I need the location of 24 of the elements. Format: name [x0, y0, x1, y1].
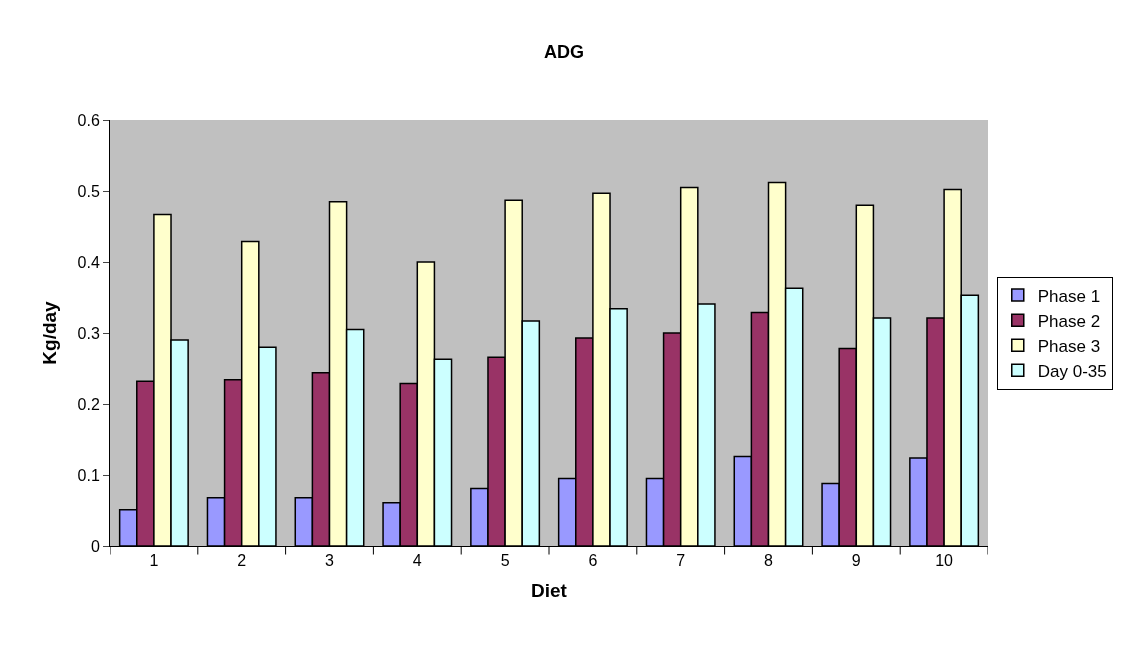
- y-tick-label: 0.4: [77, 253, 100, 271]
- y-tick-label: 0.3: [77, 324, 100, 342]
- x-tick-label: 10: [935, 552, 954, 570]
- legend-label: Phase 1: [1037, 286, 1101, 306]
- x-tick-label: 2: [237, 552, 247, 570]
- x-axis-title: Diet: [531, 580, 568, 601]
- x-tick-label: 8: [764, 552, 774, 570]
- y-tick-label: 0.2: [77, 395, 100, 413]
- x-tick-label: 6: [588, 552, 598, 570]
- y-tick-label: 0.5: [77, 182, 100, 200]
- x-tick-label: 3: [325, 552, 335, 570]
- x-tick-label: 4: [412, 552, 422, 570]
- chart-title: ADG: [544, 41, 584, 62]
- x-tick-label: 5: [500, 552, 510, 570]
- x-tick-label: 9: [851, 552, 861, 570]
- legend-label: Day 0-35: [1037, 361, 1107, 381]
- x-tick-label: 1: [149, 552, 159, 570]
- x-tick-label: 7: [676, 552, 686, 570]
- legend-label: Phase 3: [1037, 336, 1101, 356]
- y-tick-label: 0.1: [77, 466, 100, 484]
- y-tick-label: 0: [90, 537, 100, 555]
- y-axis-title: Kg/day: [39, 300, 61, 365]
- y-tick-label: 0.6: [77, 111, 100, 129]
- legend-label: Phase 2: [1037, 311, 1101, 331]
